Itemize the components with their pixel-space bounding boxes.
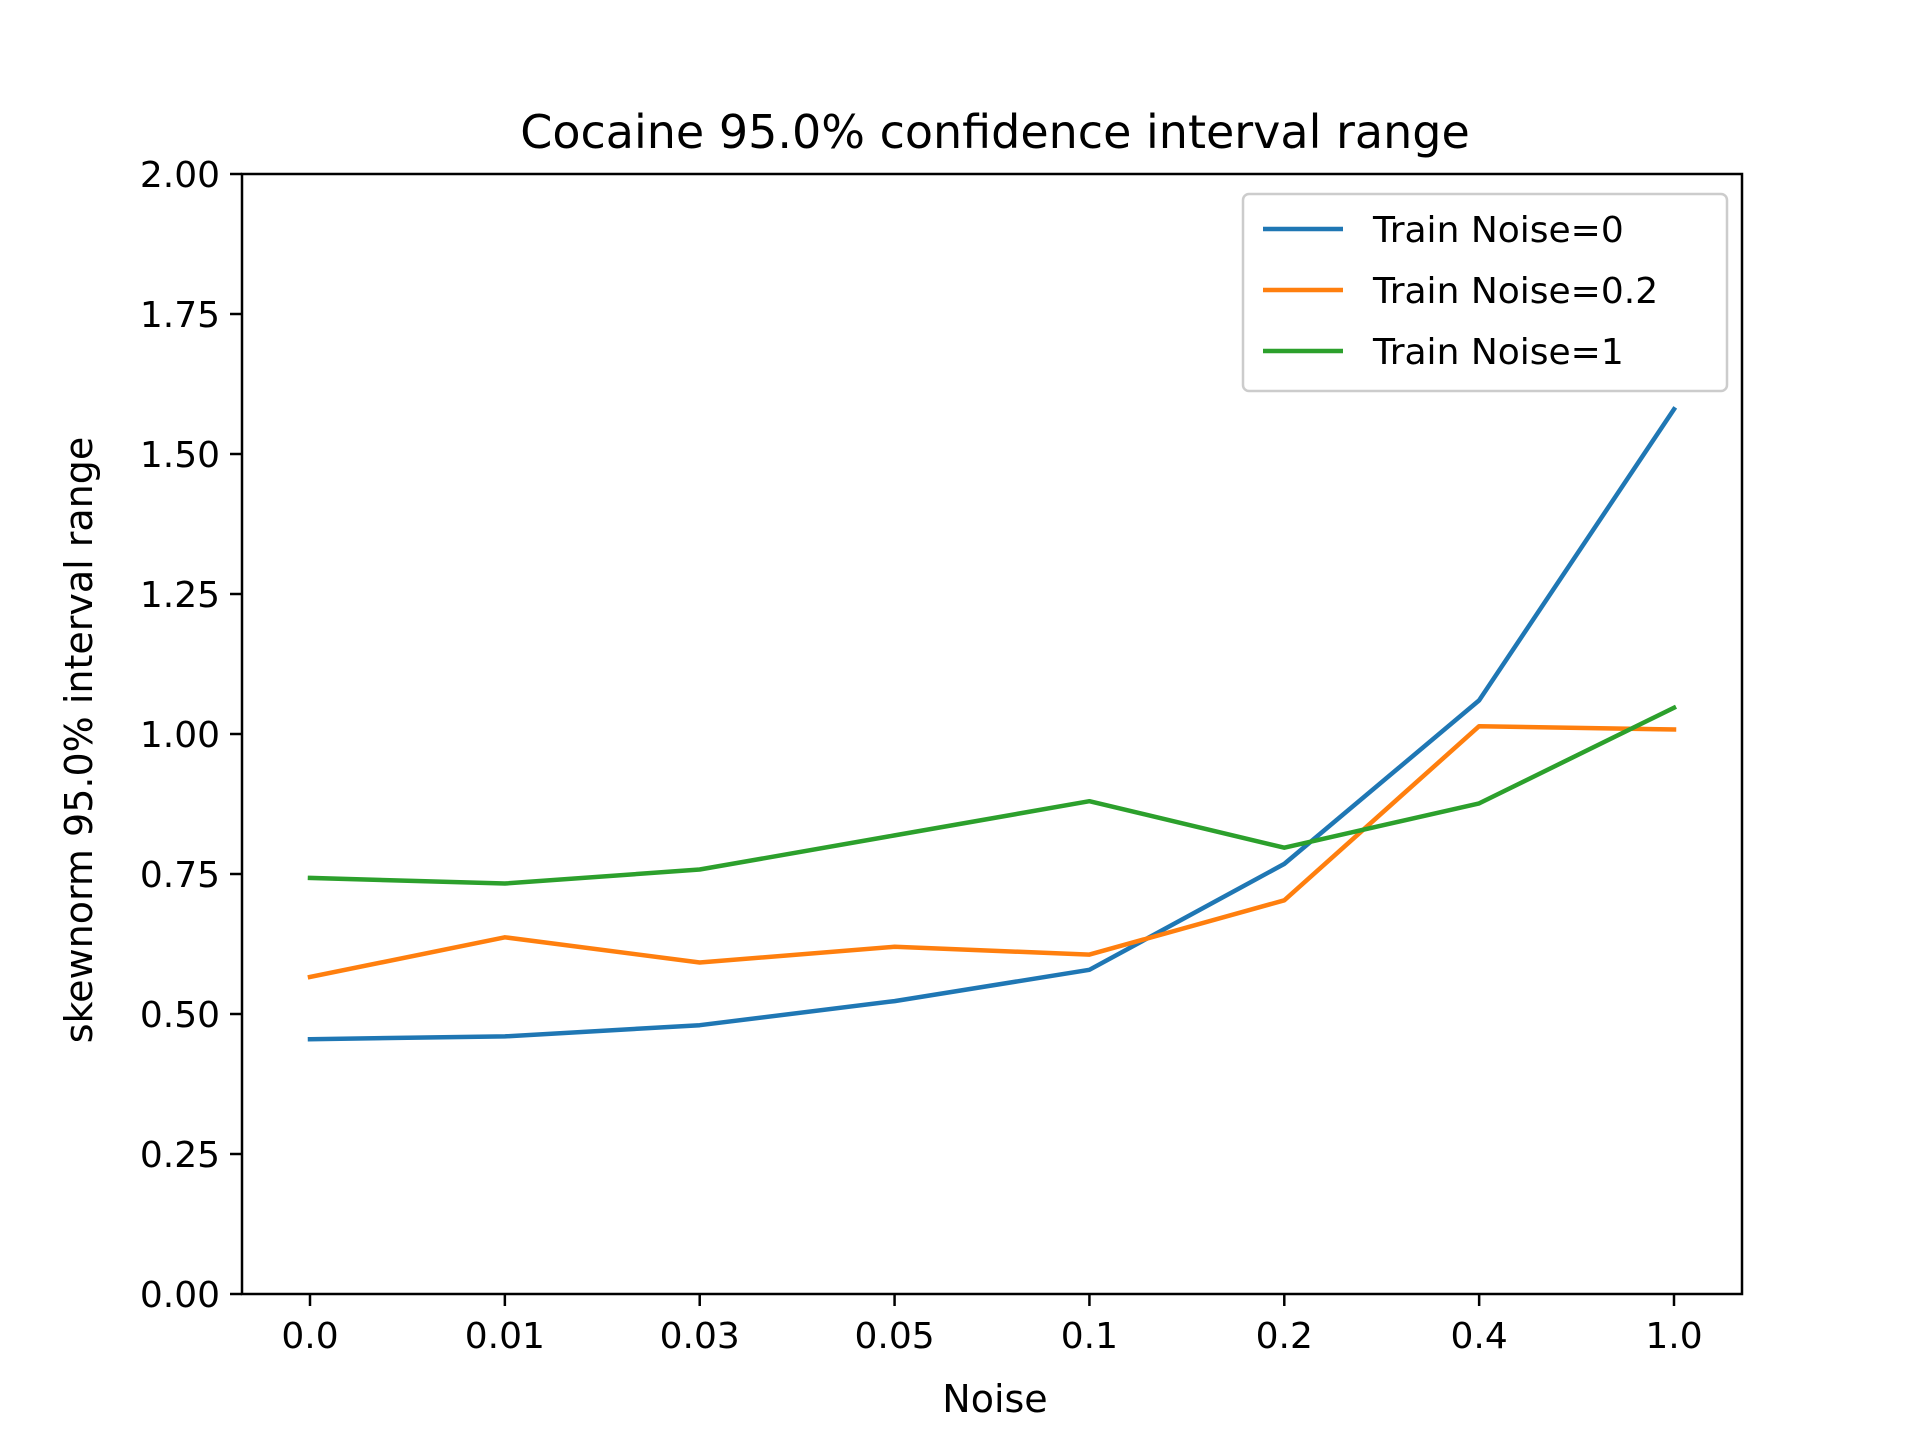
x-tick-label: 0.4 [1451, 1316, 1508, 1357]
legend-label-series-0: Train Noise=0 [1372, 210, 1624, 251]
chart-title: Cocaine 95.0% confidence interval range [520, 105, 1470, 159]
y-axis-label: skewnorm 95.0% interval range [57, 437, 101, 1044]
x-tick-label: 0.03 [660, 1316, 740, 1357]
y-axis: 0.00 0.25 0.50 0.75 1.00 1.25 1.50 1.75 2.00 [140, 155, 242, 1316]
legend-label-series-2: Train Noise=1 [1372, 332, 1624, 373]
y-tick-label: 0.75 [140, 855, 220, 896]
series-line-2 [307, 704, 1678, 886]
series-line-0 [307, 406, 1678, 1042]
y-tick-label: 1.50 [140, 435, 220, 476]
legend-entry: Train Noise=0.2 [1263, 271, 1658, 312]
x-tick-label: 0.01 [465, 1316, 545, 1357]
legend-box [1241, 192, 1729, 393]
y-tick-label: 2.00 [140, 155, 220, 196]
plot-area: 0.00 0.25 0.50 0.75 1.00 1.25 1.50 1.75 2.00 0.0… [140, 155, 1744, 1357]
x-tick-label: 0.2 [1256, 1316, 1313, 1357]
x-tick-label: 0.05 [854, 1316, 934, 1357]
series-line-1 [307, 723, 1677, 980]
legend: Train Noise=0 Train Noise=0.2 Train Nois… [1241, 192, 1729, 393]
legend-label-series-1: Train Noise=0.2 [1372, 271, 1658, 312]
legend-entry: Train Noise=0 [1263, 210, 1624, 251]
y-tick-label: 0.00 [140, 1275, 220, 1316]
series-lines [307, 406, 1678, 1042]
x-tick-label: 0.1 [1061, 1316, 1118, 1357]
x-tick-label: 0.0 [281, 1316, 338, 1357]
y-tick-label: 1.25 [140, 575, 220, 616]
legend-entry: Train Noise=1 [1263, 332, 1624, 373]
y-tick-label: 0.25 [140, 1135, 220, 1176]
y-tick-label: 0.50 [140, 995, 220, 1036]
y-tick-label: 1.75 [140, 295, 220, 336]
x-tick-label: 1.0 [1645, 1316, 1702, 1357]
y-tick-label: 1.00 [140, 715, 220, 756]
x-axis-label: Noise [942, 1377, 1047, 1421]
axes-frame [240, 172, 1744, 1296]
x-axis: 0.0 0.01 0.03 0.05 0.1 0.2 0.4 1.0 [281, 1294, 1703, 1357]
